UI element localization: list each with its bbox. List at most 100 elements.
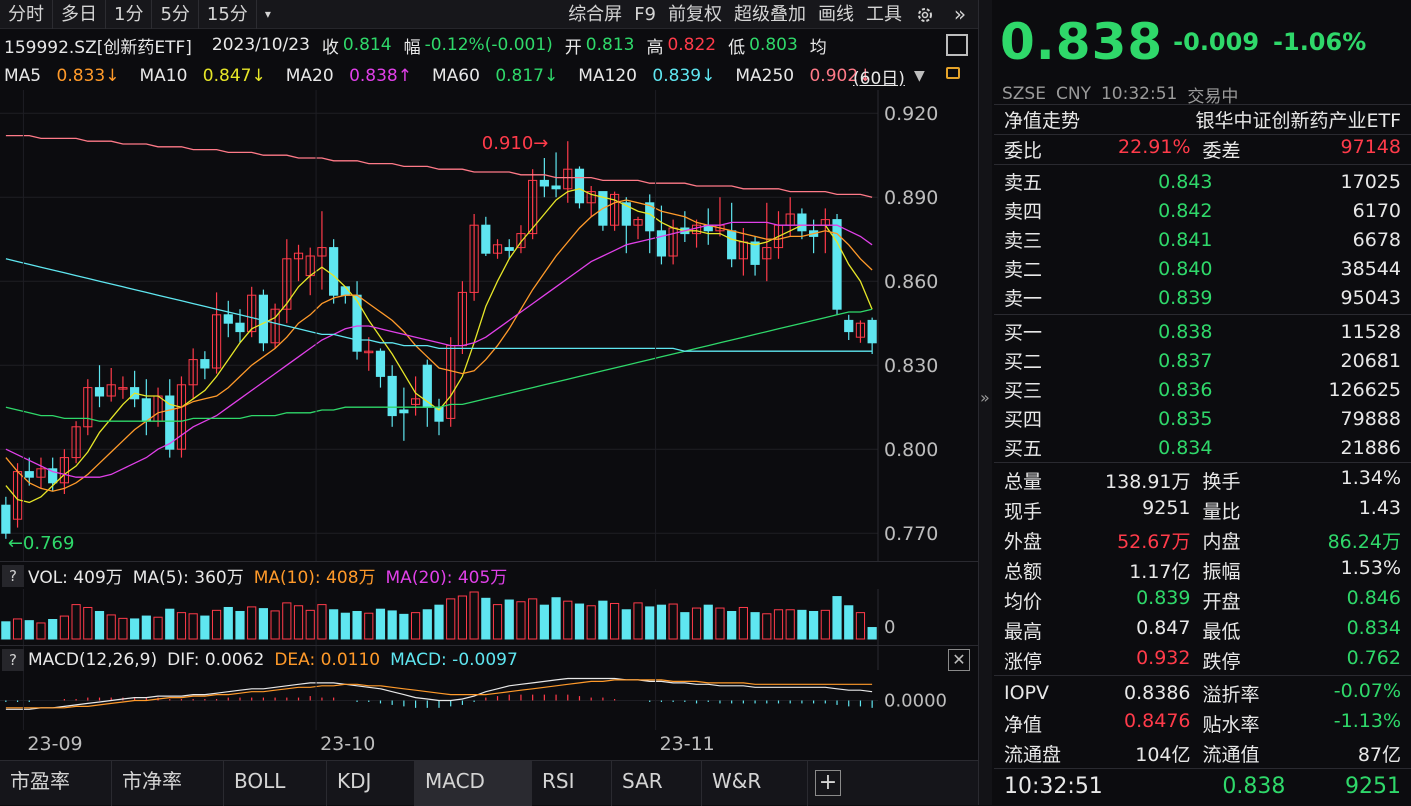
stat-value: 0.846 [1346,586,1401,609]
tab-multi-day[interactable]: 多日 [53,0,106,29]
volume-bar [656,604,667,640]
lock-icon[interactable] [946,67,960,79]
volume-bar [645,606,655,640]
table-icon[interactable] [946,34,968,56]
add-indicator-button[interactable]: + [808,761,848,806]
double-chevron-right-icon[interactable]: » [953,2,967,26]
draw-line-button[interactable]: 画线 [818,4,854,25]
bid-row[interactable]: 买一 0.838 11528 [994,317,1411,346]
help-icon[interactable]: ? [2,648,24,671]
stat-label: 均价 [1004,590,1043,613]
candle-body [83,387,93,428]
candle-body [375,350,386,377]
volume-bar [200,615,210,640]
volume-bar [106,614,116,640]
stat-label: 外盘 [1004,530,1043,553]
ask-row[interactable]: 卖二 0.840 38544 [994,254,1411,283]
stat-value: 104亿 [1135,743,1191,766]
range-selector[interactable]: (60日) [853,68,905,89]
ma-line-ma250 [5,134,873,198]
nav-trend-link[interactable]: 净值走势 [1004,110,1081,132]
kline-chart: 0.920 0.890 0.860 0.830 0.800 0.770 0.910→ ←0.7… [0,90,947,755]
high-value: 0.822 [667,35,717,55]
f9-button[interactable]: F9 [634,4,656,25]
tools-button[interactable]: 工具 [866,4,902,25]
volume-bar [773,609,784,640]
ma-line-ma120 [5,258,873,352]
tab-5min[interactable]: 5分 [152,0,199,29]
macd-dif-line [5,677,873,710]
tab-intraday[interactable]: 分时 [0,0,53,29]
macd-header: ? MACD(12,26,9) DIF: 0.0062 DEA: 0.0110 … [0,645,978,673]
amp-label: 幅 [403,37,421,58]
candle-body [539,179,549,187]
open-value: 0.813 [585,35,635,55]
panel-divider[interactable]: » [978,0,992,805]
overlay-button[interactable]: 超级叠加 [734,4,806,25]
tab-1min[interactable]: 1分 [106,0,153,29]
bid-label: 买五 [1004,438,1043,460]
ask-row[interactable]: 卖四 0.842 6170 [994,196,1411,225]
help-icon[interactable]: ? [2,564,24,587]
stat-label: 总额 [1004,560,1043,583]
stat-label: 流通盘 [1004,743,1062,766]
candle-body [352,294,362,352]
volume-bar [130,618,140,640]
tab-sar[interactable]: SAR [612,760,702,806]
ma-legend-ma5: MA5 0.833↓ [4,66,120,86]
macd-dea-line [5,679,873,709]
volume-bar [153,616,163,640]
tab-kdj[interactable]: KDJ [327,760,415,806]
close-icon[interactable]: ✕ [948,649,970,671]
volume-bar [247,606,257,640]
candle-body [832,219,842,310]
tab-15min[interactable]: 15分 [199,0,257,29]
bid-row[interactable]: 买三 0.836 126625 [994,375,1411,404]
ask-row[interactable]: 卖五 0.843 17025 [994,167,1411,196]
volume-bar [223,606,233,640]
trade-stats: 总量 138.91万 换手 1.34% 现手 9251 量比 1.43 外盘 5… [994,462,1411,675]
gear-icon[interactable] [908,0,942,29]
volume-bar [235,610,245,640]
forward-adjust-button[interactable]: 前复权 [668,4,722,25]
security-code: 159992.SZ[创新药ETF] [4,37,192,58]
volume-bar [469,591,479,640]
ask-row[interactable]: 卖一 0.839 95043 [994,283,1411,312]
volume-bar [762,613,772,640]
bid-row[interactable]: 买五 0.834 21886 [994,433,1411,462]
candle-body [656,230,667,257]
volume-bar [598,600,608,640]
range-dropdown-icon[interactable]: ▼ [914,68,925,84]
bid-volume: 20681 [1340,349,1401,372]
tab-boll[interactable]: BOLL [224,760,327,806]
expand-panel-icon[interactable]: » [980,388,990,407]
volume-bar [492,604,503,640]
volume-bar [71,604,81,640]
volume-bar [188,613,198,640]
bid-row[interactable]: 买二 0.837 20681 [994,346,1411,375]
bid-row[interactable]: 买四 0.835 79888 [994,404,1411,433]
tab-rsi[interactable]: RSI [532,760,612,806]
tab-pb[interactable]: 市净率 [112,760,224,806]
volume-bar [820,609,830,640]
ask-row[interactable]: 卖三 0.841 6678 [994,225,1411,254]
bid-book: 买一 0.838 11528 买二 0.837 20681 买三 0.836 126… [994,314,1411,462]
tick-row: 10:32:51 0.838 9251 [994,768,1411,804]
tab-macd[interactable]: MACD [415,760,532,806]
bid-label: 买一 [1004,322,1043,344]
candle-body [106,384,116,397]
stat-value: 0.8386 [1124,682,1191,704]
composite-screen-button[interactable]: 综合屏 [568,4,623,25]
period-dropdown[interactable]: ▾ [264,6,271,21]
ask-volume: 95043 [1340,286,1401,309]
volume-bar [551,597,561,640]
candle-body [750,241,760,265]
tab-wr[interactable]: W&R [702,760,808,806]
candle-body [844,319,854,333]
tab-pe[interactable]: 市盈率 [0,760,112,806]
stat-value: 0.8476 [1124,709,1191,732]
vol-value: VOL: 409万 [28,568,123,588]
ask-price: 0.841 [1158,228,1213,251]
candle-body [293,252,304,260]
bid-volume: 11528 [1340,320,1401,343]
